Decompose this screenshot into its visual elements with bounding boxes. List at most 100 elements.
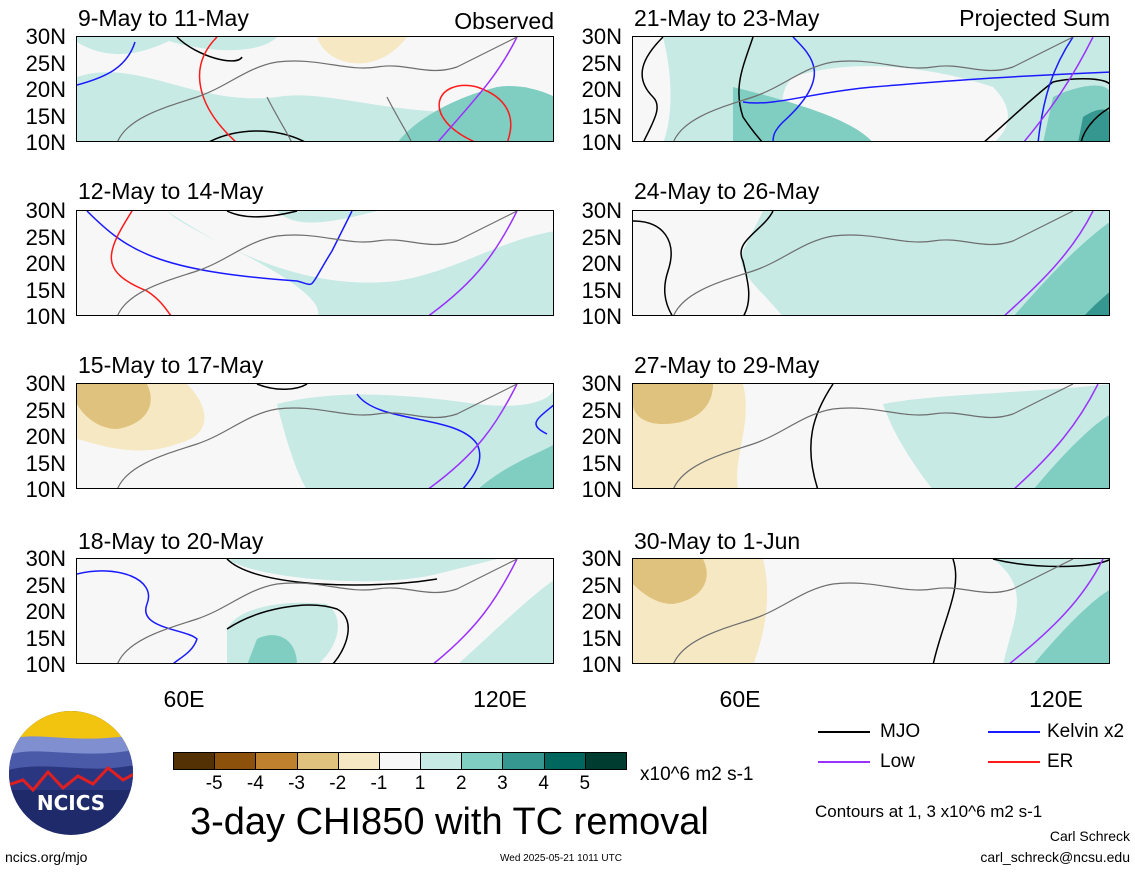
lat-label-right-row1-4: 10N xyxy=(581,130,622,155)
map-panel-left-4 xyxy=(76,558,554,664)
colorbar-units: x10^6 m2 s-1 xyxy=(640,764,754,785)
lat-label-right-row2-0: 30N xyxy=(581,198,622,223)
lat-label-left-row4-0: 30N xyxy=(25,546,66,571)
lat-label-left-row2-4: 10N xyxy=(25,304,66,329)
lat-label-right-row3-0: 30N xyxy=(581,371,622,396)
colorbar-label-5: 1 xyxy=(414,773,426,794)
author-name: Carl Schreck xyxy=(1049,828,1130,844)
lat-label-left-row3-1: 25N xyxy=(25,397,66,423)
colorbar-label-2: -3 xyxy=(288,773,305,794)
colorbar-swatch-0 xyxy=(173,752,216,770)
lat-label-left-row4-2: 20N xyxy=(25,599,66,624)
panel-title-right-4: 30-May to 1-Jun xyxy=(634,528,801,554)
lat-label-right-row2-4: 10N xyxy=(581,304,622,329)
panel-title-left-2: 12-May to 14-May xyxy=(78,178,264,204)
colorbar-label-0: -5 xyxy=(205,773,223,794)
map-panel-left-1 xyxy=(76,36,554,142)
lat-label-right-row2-1: 25N xyxy=(581,224,622,250)
lat-label-right-row1-0: 30N xyxy=(581,24,622,49)
lat-label-left-row1-2: 20N xyxy=(25,77,66,102)
colorbar xyxy=(173,752,627,770)
colorbar-label-7: 3 xyxy=(497,773,508,794)
legend-label-low: Low xyxy=(880,751,915,772)
lat-label-left-row4-3: 15N xyxy=(25,625,66,651)
lat-label-left-row2-0: 30N xyxy=(25,198,66,223)
colorbar-swatch-9 xyxy=(543,752,586,770)
colorbar-label-1: -4 xyxy=(246,773,264,794)
map-panel-right-3 xyxy=(632,383,1110,489)
lon-label-left-120e: 120E xyxy=(473,686,527,712)
colorbar-swatch-5 xyxy=(378,752,422,770)
colorbar-swatch-8 xyxy=(502,752,545,770)
map-panel-right-1 xyxy=(632,36,1110,142)
legend-label-mjo: MJO xyxy=(880,721,921,742)
lat-label-right-row3-2: 20N xyxy=(581,424,622,449)
colorbar-tick-labels: -5 -4 -3 -2 -1 1 2 3 4 5 xyxy=(173,774,626,794)
lon-label-right-120e: 120E xyxy=(1029,686,1083,712)
colorbar-label-4: -1 xyxy=(370,773,388,794)
timestamp: Wed 2025-05-21 1011 UTC xyxy=(500,853,622,864)
lat-label-right-row4-1: 25N xyxy=(581,572,622,598)
lat-label-left-row3-2: 20N xyxy=(25,424,66,449)
legend-line-mjo xyxy=(818,731,870,733)
lon-label-left-60e: 60E xyxy=(163,686,205,712)
lat-label-right-row2-3: 15N xyxy=(581,277,622,303)
lat-label-left-row1-0: 30N xyxy=(25,24,66,49)
lat-label-left-row1-3: 15N xyxy=(25,103,66,129)
lat-label-left-row2-3: 15N xyxy=(25,277,66,303)
panel-title-left-1: 9-May to 11-May xyxy=(78,5,249,31)
site-url: ncics.org/mjo xyxy=(5,849,88,865)
colorbar-label-8: 4 xyxy=(538,773,549,794)
map-panel-left-2 xyxy=(76,210,554,316)
lat-label-left-row1-1: 25N xyxy=(25,50,66,76)
observed-label: Observed xyxy=(454,8,554,34)
map-panel-right-4 xyxy=(632,558,1110,664)
legend-label-er: ER xyxy=(1047,751,1074,772)
author-email: carl_schreck@ncsu.edu xyxy=(980,849,1130,865)
lat-label-left-row3-3: 15N xyxy=(25,450,66,476)
lat-label-right-row1-2: 20N xyxy=(581,77,622,102)
legend-label-kelvin: Kelvin x2 xyxy=(1047,721,1125,742)
lat-label-right-row1-3: 15N xyxy=(581,103,622,129)
lat-label-right-row4-0: 30N xyxy=(581,546,622,571)
lat-label-right-row3-4: 10N xyxy=(581,477,622,502)
lat-label-right-row1-1: 25N xyxy=(581,50,622,76)
lat-label-right-row3-3: 15N xyxy=(581,450,622,476)
lat-label-right-row4-3: 15N xyxy=(581,625,622,651)
lat-label-left-row4-4: 10N xyxy=(25,652,66,677)
colorbar-swatch-10 xyxy=(584,752,627,770)
colorbar-swatch-3 xyxy=(296,752,339,770)
ncics-logo: NCICS xyxy=(8,710,134,836)
colorbar-label-9: 5 xyxy=(579,773,591,794)
map-panel-right-2 xyxy=(632,210,1110,316)
lat-label-right-row3-1: 25N xyxy=(581,397,622,423)
panel-title-left-4: 18-May to 20-May xyxy=(78,528,264,554)
colorbar-label-6: 2 xyxy=(455,773,467,794)
colorbar-swatch-7 xyxy=(461,752,504,770)
colorbar-swatch-6 xyxy=(420,752,463,770)
colorbar-swatch-2 xyxy=(255,752,298,770)
main-title: 3-day CHI850 with TC removal xyxy=(190,801,709,843)
panel-title-right-1: 21-May to 23-May xyxy=(634,5,820,31)
projected-sum-label: Projected Sum xyxy=(959,5,1110,31)
lat-label-right-row4-2: 20N xyxy=(581,599,622,624)
lat-label-left-row2-2: 20N xyxy=(25,251,66,276)
lat-label-left-row3-4: 10N xyxy=(25,477,66,502)
lat-label-right-row2-2: 20N xyxy=(581,251,622,276)
logo-text: NCICS xyxy=(37,791,105,815)
map-panel-left-3 xyxy=(76,383,554,489)
lat-label-left-row4-1: 25N xyxy=(25,572,66,598)
panel-title-left-3: 15-May to 17-May xyxy=(78,352,264,378)
lat-label-left-row1-4: 10N xyxy=(25,130,66,155)
legend-line-er xyxy=(988,761,1040,763)
contours-note: Contours at 1, 3 x10^6 m2 s-1 xyxy=(815,802,1043,821)
colorbar-swatch-4 xyxy=(337,752,380,770)
lon-label-right-60e: 60E xyxy=(719,686,761,712)
legend-line-low xyxy=(818,761,870,763)
lat-label-right-row4-4: 10N xyxy=(581,652,622,677)
lat-label-left-row3-0: 30N xyxy=(25,371,66,396)
legend-line-kelvin xyxy=(988,731,1040,733)
colorbar-label-3: -2 xyxy=(329,773,347,794)
lat-label-left-row2-1: 25N xyxy=(25,224,66,250)
panel-title-right-2: 24-May to 26-May xyxy=(634,178,820,204)
